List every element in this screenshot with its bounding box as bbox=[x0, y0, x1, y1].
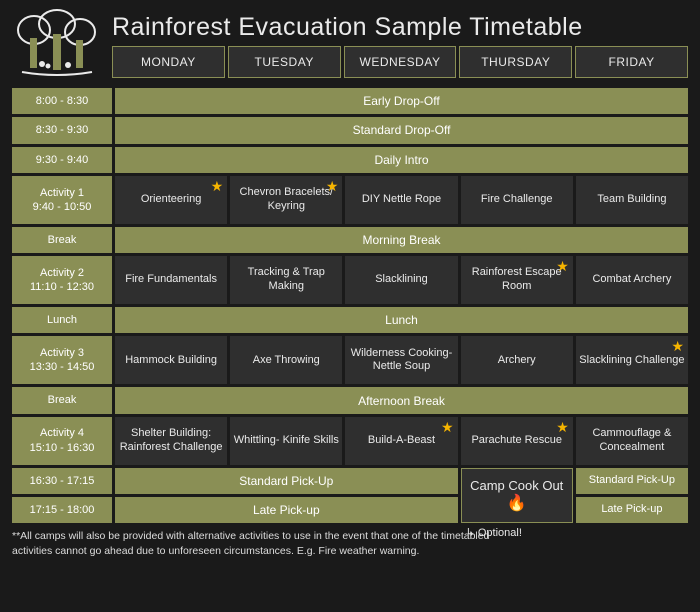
cookout-label: Camp Cook Out bbox=[470, 478, 563, 494]
day-header: WEDNESDAY bbox=[344, 46, 457, 78]
star-icon: ★ bbox=[556, 419, 569, 437]
activity-text: Slacklining Challenge bbox=[579, 354, 684, 368]
activity-cell: Fire Challenge bbox=[461, 176, 573, 224]
activity-time: 13:30 - 14:50 bbox=[30, 360, 95, 374]
optional-label: ↳ Optional! bbox=[466, 527, 522, 540]
star-icon: ★ bbox=[326, 178, 339, 196]
activity-text: Orienteering bbox=[141, 193, 202, 207]
timetable-grid: 8:00 - 8:30 Early Drop-Off 8:30 - 9:30 S… bbox=[12, 88, 688, 523]
span-row: Morning Break bbox=[115, 227, 688, 253]
activity-text: Fire Challenge bbox=[481, 193, 553, 207]
activity-text: Build-A-Beast bbox=[368, 434, 435, 448]
campfire-icon: 🔥 bbox=[507, 494, 527, 513]
span-row: Standard Pick-Up bbox=[115, 468, 458, 494]
activity-time: 15:10 - 16:30 bbox=[30, 441, 95, 455]
star-icon: ★ bbox=[556, 258, 569, 276]
time-slot: 8:30 - 9:30 bbox=[12, 117, 112, 143]
activity-time: 9:40 - 10:50 bbox=[33, 200, 92, 214]
time-slot: 8:00 - 8:30 bbox=[12, 88, 112, 114]
activity-cell: Tracking & Trap Making bbox=[230, 256, 342, 304]
activity-cell: Chevron Bracelets/ Keyring★ bbox=[230, 176, 342, 224]
activity-cell: Cammouflage & Concealment bbox=[576, 417, 688, 465]
activity-cell: DIY Nettle Rope bbox=[345, 176, 457, 224]
activity-text: Axe Throwing bbox=[253, 354, 320, 368]
day-header: MONDAY bbox=[112, 46, 225, 78]
activity-slot: Activity 3 13:30 - 14:50 bbox=[12, 336, 112, 384]
activity-title: Activity 3 bbox=[40, 346, 84, 360]
activity-text: Slacklining bbox=[375, 273, 428, 287]
activity-title: Activity 1 bbox=[40, 186, 84, 200]
pickup-cell: Late Pick-up bbox=[576, 497, 688, 523]
time-slot: Break bbox=[12, 387, 112, 413]
star-icon: ★ bbox=[211, 178, 224, 196]
activity-text: Team Building bbox=[597, 193, 666, 207]
activity-cell: Combat Archery bbox=[576, 256, 688, 304]
span-row: Late Pick-up bbox=[115, 497, 458, 523]
star-icon: ★ bbox=[671, 338, 684, 356]
span-row: Afternoon Break bbox=[115, 387, 688, 413]
activity-text: Parachute Rescue bbox=[471, 434, 562, 448]
activity-slot: Activity 4 15:10 - 16:30 bbox=[12, 417, 112, 465]
activity-cell: Rainforest Escape Room★ bbox=[461, 256, 573, 304]
activity-text: Archery bbox=[498, 354, 536, 368]
activity-cell: Slacklining bbox=[345, 256, 457, 304]
activity-text: Shelter Building: Rainforest Challenge bbox=[118, 427, 224, 455]
activity-text: Chevron Bracelets/ Keyring bbox=[233, 186, 339, 214]
activity-cell: Wilderness Cooking- Nettle Soup bbox=[345, 336, 457, 384]
time-slot: 16:30 - 17:15 bbox=[12, 468, 112, 494]
activity-cell: Hammock Building bbox=[115, 336, 227, 384]
activity-cell: Fire Fundamentals bbox=[115, 256, 227, 304]
activity-text: Tracking & Trap Making bbox=[233, 266, 339, 294]
rainforest-logo-icon bbox=[12, 8, 102, 82]
activity-cell: Axe Throwing bbox=[230, 336, 342, 384]
activity-cell: Archery bbox=[461, 336, 573, 384]
activity-cell: Whittling- Kinife Skills bbox=[230, 417, 342, 465]
activity-cell: Parachute Rescue★ bbox=[461, 417, 573, 465]
activity-cell: Team Building bbox=[576, 176, 688, 224]
footnote-text: **All camps will also be provided with a… bbox=[12, 529, 532, 557]
activity-text: Combat Archery bbox=[592, 273, 671, 287]
activity-text: Whittling- Kinife Skills bbox=[234, 434, 339, 448]
time-slot: Break bbox=[12, 227, 112, 253]
activity-text: Rainforest Escape Room bbox=[464, 266, 570, 294]
time-slot: Lunch bbox=[12, 307, 112, 333]
activity-cell: Shelter Building: Rainforest Challenge bbox=[115, 417, 227, 465]
cookout-cell: Camp Cook Out 🔥 ↳ Optional! bbox=[461, 468, 573, 524]
activity-slot: Activity 2 11:10 - 12:30 bbox=[12, 256, 112, 304]
star-icon: ★ bbox=[441, 419, 454, 437]
span-row: Early Drop-Off bbox=[115, 88, 688, 114]
day-header: FRIDAY bbox=[575, 46, 688, 78]
activity-cell: Slacklining Challenge★ bbox=[576, 336, 688, 384]
activity-text: DIY Nettle Rope bbox=[362, 193, 441, 207]
page-title: Rainforest Evacuation Sample Timetable bbox=[112, 13, 688, 42]
activity-cell: Build-A-Beast ★ bbox=[345, 417, 457, 465]
activity-title: Activity 4 bbox=[40, 426, 84, 440]
span-row: Lunch bbox=[115, 307, 688, 333]
activity-text: Fire Fundamentals bbox=[125, 273, 217, 287]
activity-text: Wilderness Cooking- Nettle Soup bbox=[348, 347, 454, 375]
activity-slot: Activity 1 9:40 - 10:50 bbox=[12, 176, 112, 224]
span-row: Standard Drop-Off bbox=[115, 117, 688, 143]
pickup-cell: Standard Pick-Up bbox=[576, 468, 688, 494]
day-header: TUESDAY bbox=[228, 46, 341, 78]
span-row: Daily Intro bbox=[115, 147, 688, 173]
activity-cell: Orienteering ★ bbox=[115, 176, 227, 224]
activity-time: 11:10 - 12:30 bbox=[30, 280, 94, 294]
activity-text: Cammouflage & Concealment bbox=[579, 427, 685, 455]
day-header: THURSDAY bbox=[459, 46, 572, 78]
activity-text: Hammock Building bbox=[125, 354, 217, 368]
time-slot: 9:30 - 9:40 bbox=[12, 147, 112, 173]
time-slot: 17:15 - 18:00 bbox=[12, 497, 112, 523]
activity-title: Activity 2 bbox=[40, 266, 84, 280]
